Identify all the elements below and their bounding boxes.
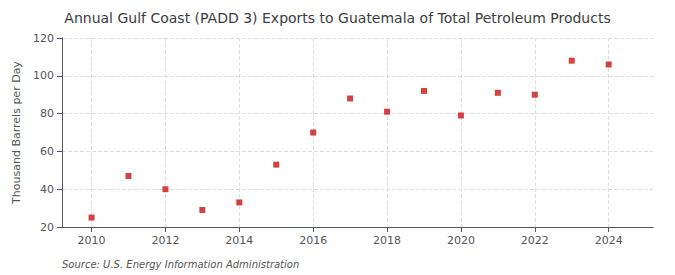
svg-text:60: 60 bbox=[40, 145, 54, 158]
svg-text:20: 20 bbox=[40, 221, 54, 234]
svg-text:2010: 2010 bbox=[78, 234, 106, 247]
svg-text:2012: 2012 bbox=[151, 234, 179, 247]
svg-text:120: 120 bbox=[33, 32, 54, 45]
svg-text:2022: 2022 bbox=[521, 234, 549, 247]
svg-text:2024: 2024 bbox=[595, 234, 623, 247]
svg-text:80: 80 bbox=[40, 107, 54, 120]
svg-text:2014: 2014 bbox=[225, 234, 253, 247]
svg-text:40: 40 bbox=[40, 183, 54, 196]
svg-text:2020: 2020 bbox=[447, 234, 475, 247]
svg-text:Thousand Barrels per Day: Thousand Barrels per Day bbox=[10, 61, 23, 205]
svg-text:Annual Gulf Coast (PADD 3) Exp: Annual Gulf Coast (PADD 3) Exports to Gu… bbox=[64, 10, 610, 26]
svg-text:2016: 2016 bbox=[299, 234, 327, 247]
svg-text:Source: U.S. Energy Informatio: Source: U.S. Energy Information Administ… bbox=[62, 259, 299, 270]
svg-text:2018: 2018 bbox=[373, 234, 401, 247]
svg-text:100: 100 bbox=[33, 69, 54, 82]
